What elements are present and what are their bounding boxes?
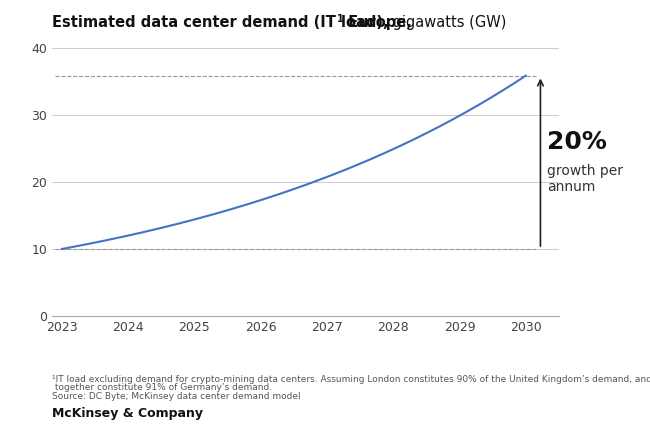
Text: growth per
annum: growth per annum: [547, 164, 623, 194]
Text: 20%: 20%: [547, 130, 607, 154]
Text: 1: 1: [337, 14, 344, 24]
Text: Europe,: Europe,: [343, 15, 411, 30]
Text: McKinsey & Company: McKinsey & Company: [52, 407, 203, 420]
Text: ¹IT load excluding demand for crypto-mining data centers. Assuming London consti: ¹IT load excluding demand for crypto-min…: [52, 375, 650, 384]
Text: gigawatts (GW): gigawatts (GW): [388, 15, 506, 30]
Text: Source: DC Byte; McKinsey data center demand model: Source: DC Byte; McKinsey data center de…: [52, 392, 300, 401]
Text: together constitute 91% of Germany’s demand.: together constitute 91% of Germany’s dem…: [52, 383, 272, 392]
Text: Estimated data center demand (IT load),: Estimated data center demand (IT load),: [52, 15, 389, 30]
